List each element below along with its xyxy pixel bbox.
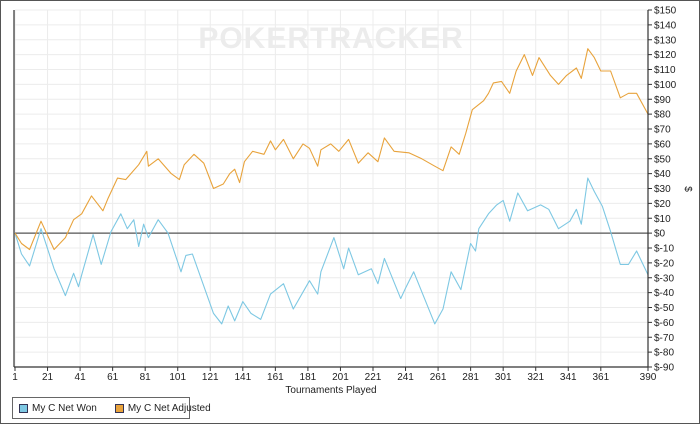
y-tick-label: $70 bbox=[654, 125, 671, 136]
grid bbox=[14, 9, 649, 368]
series-group bbox=[14, 48, 649, 325]
x-tick-label: 281 bbox=[462, 372, 479, 383]
x-tick-label: 61 bbox=[107, 372, 119, 383]
legend-item-net-adjusted[interactable]: My C Net Adjusted bbox=[114, 402, 211, 414]
series-line-net-adjusted bbox=[14, 48, 649, 251]
x-tick-label: 101 bbox=[169, 372, 186, 383]
y-tick-label: $80 bbox=[654, 110, 671, 121]
y-tick-label: $100 bbox=[654, 80, 677, 91]
legend: My C Net Won My C Net Adjusted bbox=[12, 397, 211, 419]
x-axis-label: Tournaments Played bbox=[285, 385, 376, 396]
y-tick-label: $120 bbox=[654, 50, 677, 61]
y-tick-label: $30 bbox=[654, 184, 671, 195]
y-tick-label: $-70 bbox=[654, 333, 674, 344]
y-tick-label: $-40 bbox=[654, 288, 674, 299]
y-tick-label: $50 bbox=[654, 154, 671, 165]
y-tick-label: $-60 bbox=[654, 318, 674, 329]
y-tick-label: $0 bbox=[654, 229, 666, 240]
x-axis-ticks: 1 21 41 61 81 101 121 141 161 181 201 221 241 261 281 3… bbox=[12, 367, 657, 383]
y-tick-label: $-50 bbox=[654, 303, 674, 314]
y-tick-label: $10 bbox=[654, 214, 671, 225]
y-tick-label: $140 bbox=[654, 20, 677, 31]
y-tick-label: $-90 bbox=[654, 363, 674, 374]
watermark-logo: POKERTRACKER bbox=[198, 22, 463, 55]
x-tick-label: 141 bbox=[234, 372, 251, 383]
x-tick-label: 1 bbox=[12, 372, 18, 383]
x-tick-label: 81 bbox=[140, 372, 152, 383]
y-tick-label: $-10 bbox=[654, 244, 674, 255]
x-tick-label: 301 bbox=[495, 372, 512, 383]
y-tick-label: $90 bbox=[654, 95, 671, 106]
legend-label: My C Net Adjusted bbox=[127, 402, 211, 414]
y-tick-label: $110 bbox=[654, 65, 676, 76]
legend-swatch-net-adjusted bbox=[114, 403, 124, 413]
y-tick-label: $130 bbox=[654, 35, 677, 46]
y-axis-ticks: $150 $140 $130 $120 $110 $100 $90 $80 $70 $60 $50 $… bbox=[648, 6, 677, 374]
x-tick-label: 41 bbox=[75, 372, 87, 383]
x-tick-label: 121 bbox=[202, 372, 219, 383]
y-tick-label: $-80 bbox=[654, 348, 674, 359]
y-tick-label: $-20 bbox=[654, 258, 674, 269]
y-tick-label: $150 bbox=[654, 6, 677, 17]
x-tick-label: 361 bbox=[592, 372, 609, 383]
y-tick-label: $-30 bbox=[654, 273, 674, 284]
y-tick-label: $20 bbox=[654, 199, 671, 210]
legend-label: My C Net Won bbox=[32, 402, 97, 414]
legend-item-net-won[interactable]: My C Net Won bbox=[19, 403, 97, 414]
legend-swatch-net-won bbox=[19, 403, 28, 413]
series-line-net-won bbox=[14, 177, 649, 325]
y-tick-label: $40 bbox=[654, 169, 671, 180]
x-tick-label: 21 bbox=[42, 372, 54, 383]
x-tick-label: 201 bbox=[332, 372, 349, 383]
x-tick-label: 321 bbox=[527, 372, 544, 383]
x-tick-label: 261 bbox=[430, 372, 447, 383]
y-axis-label: $ bbox=[682, 186, 693, 192]
y-tick-label: $60 bbox=[654, 139, 671, 150]
x-tick-label: 221 bbox=[365, 372, 382, 383]
x-tick-label: 341 bbox=[560, 372, 577, 383]
x-tick-label: 390 bbox=[640, 372, 657, 383]
x-tick-label: 241 bbox=[397, 372, 414, 383]
x-tick-label: 181 bbox=[300, 372, 317, 383]
x-tick-label: 161 bbox=[267, 372, 284, 383]
